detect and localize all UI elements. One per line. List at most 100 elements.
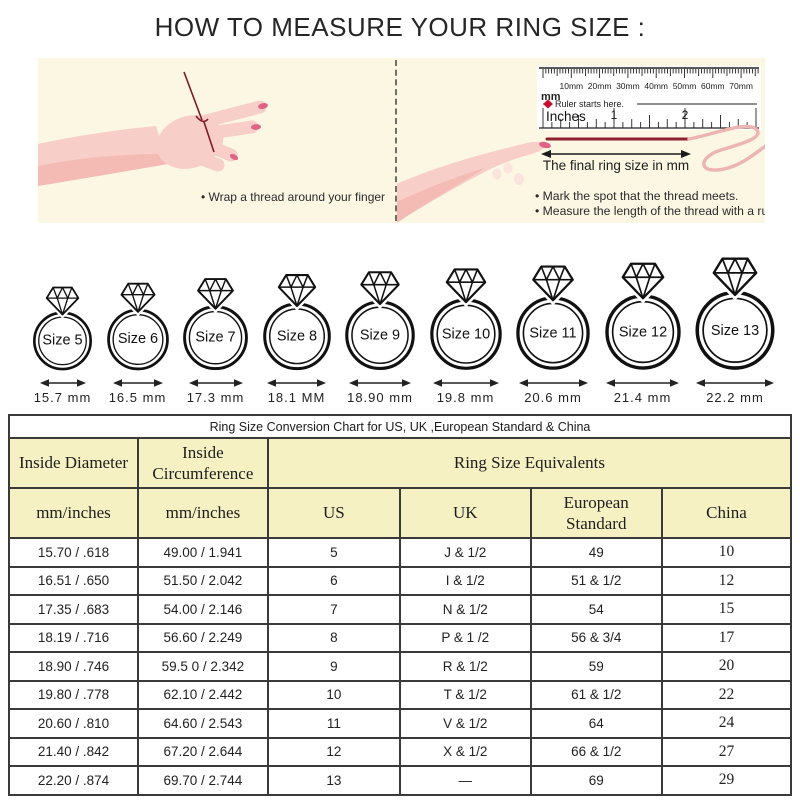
ring-item: Size 7 17.3 mm [182, 275, 249, 405]
ring-width-arrow [696, 379, 774, 387]
table-cell: T & 1/2 [398, 679, 532, 710]
inch-number-1: 1 [611, 108, 618, 122]
diamond-icon [120, 282, 155, 313]
table-cell: 69 [529, 765, 663, 796]
ring-width-arrow [188, 379, 243, 387]
table-cell: 15.70 / .618 [7, 537, 140, 568]
ruler-start-marker-icon [543, 99, 553, 109]
diamond-icon [532, 265, 574, 302]
conversion-table: Ring Size Conversion Chart for US, UK ,E… [7, 414, 793, 796]
ring-item: Size 11 20.6 mm [515, 262, 591, 405]
table-row: 19.80 / .778 62.10 / 2.442 10 T & 1/2 61 & 1… [7, 679, 793, 710]
ruler-mm-label: 20mm [588, 81, 612, 91]
ring-icon: Size 9 [345, 268, 415, 371]
ring-size-label: Size 7 [195, 330, 235, 346]
table-cell: 29 [660, 765, 793, 796]
ruler-start-label: Ruler starts here. [555, 99, 624, 109]
ring-size-label: Size 5 [42, 332, 82, 348]
hand-thread-illustration [38, 71, 268, 186]
table-cell: 24 [660, 708, 793, 739]
ring-size-label: Size 12 [618, 325, 666, 341]
ring-item: Size 9 18.90 mm [344, 268, 416, 405]
table-cell: V & 1/2 [398, 708, 532, 739]
panel-divider [395, 60, 397, 221]
ruler-illustration: 10mm 20mm 30mm 40mm 50mm 60mm 70mm mm Ruler st… [397, 66, 765, 223]
table-cell: N & 1/2 [398, 594, 532, 625]
table-cell: 61 & 1/2 [529, 679, 663, 710]
table-cell: 22.20 / .874 [7, 765, 140, 796]
table-cell: 59.5 0 / 2.342 [137, 651, 269, 682]
table-cell: 64 [529, 708, 663, 739]
ruler-mm-scale [542, 69, 759, 78]
ring-width-label: 18.1 MM [267, 390, 326, 405]
table-cell: 9 [266, 651, 401, 682]
table-cell: 19.80 / .778 [7, 679, 140, 710]
ring-width-arrow [267, 379, 326, 387]
table-cell: P & 1 /2 [398, 622, 532, 653]
table-cell: 49 [529, 537, 663, 568]
ruler-mm-label: 60mm [701, 81, 725, 91]
ring-size-row: Size 5 15.7 mm Size 6 16.5 mm Size 7 17.3 mm S… [0, 241, 800, 405]
diamond-icon [197, 278, 234, 310]
table-cell: 16.51 / .650 [7, 565, 140, 596]
table-row: 15.70 / .618 49.00 / 1.941 5 J & 1/2 49 10 [7, 537, 793, 568]
ring-item: Size 13 22.2 mm [694, 254, 776, 405]
ring-size-label: Size 6 [117, 331, 157, 347]
table-cell: 21.40 / .842 [7, 736, 140, 767]
ruler-mm-label: 30mm [616, 81, 640, 91]
ring-item: Size 12 21.4 mm [604, 259, 682, 405]
table-cell: — [398, 765, 532, 796]
table-cell: R & 1/2 [398, 651, 532, 682]
thread-line [183, 71, 215, 153]
panel-wrap-thread: • Wrap a thread around your finger [38, 58, 397, 223]
table-row: 18.90 / .746 59.5 0 / 2.342 9 R & 1/2 59 20 [7, 651, 793, 682]
ring-item: Size 8 18.1 MM [262, 271, 332, 405]
ring-width-arrow [349, 379, 411, 387]
thread-curl [687, 124, 765, 172]
page-title: HOW TO MEASURE YOUR RING SIZE : [154, 12, 646, 42]
col-header-inside-circumference: Inside Circumference [137, 437, 269, 489]
diamond-icon [360, 271, 400, 306]
ring-icon: Size 6 [106, 280, 169, 371]
fingers [179, 100, 267, 172]
table-cell: 69.70 / 2.744 [137, 765, 269, 796]
ring-icon: Size 12 [604, 260, 681, 370]
diamond-icon [712, 257, 758, 297]
ring-width-arrow [112, 379, 163, 387]
table-cell: 56 & 3/4 [529, 622, 663, 653]
ring-icon: Size 11 [516, 262, 590, 370]
table-cell: 8 [266, 622, 401, 653]
table-cell: 12 [660, 565, 793, 596]
table-cell: 66 & 1/2 [529, 736, 663, 767]
nail-icons [229, 103, 268, 161]
table-title: Ring Size Conversion Chart for US, UK ,E… [8, 414, 792, 439]
ring-width-arrow [606, 379, 679, 387]
ring-size-label: Size 9 [360, 327, 400, 343]
ruler-mm-label: 50mm [673, 81, 697, 91]
table-cell: 62.10 / 2.442 [137, 679, 269, 710]
ring-size-label: Size 13 [711, 323, 759, 339]
ring-icon: Size 7 [183, 275, 248, 371]
howto-section: • Wrap a thread around your finger 10mm 2… [38, 58, 765, 223]
table-cell: 27 [660, 736, 793, 767]
table-row: 16.51 / .650 51.50 / 2.042 6 I & 1/2 51 & 1/… [7, 565, 793, 596]
ring-width-label: 19.8 mm [436, 390, 495, 405]
table-header-row-2: mm/inches mm/inches US UK European Stand… [7, 487, 793, 539]
col-header-equivalents: Ring Size Equivalents [266, 437, 793, 489]
table-cell: 12 [266, 736, 401, 767]
table-cell: 49.00 / 1.941 [137, 537, 269, 568]
diamond-icon [445, 268, 486, 304]
ruler-mm-label: 10mm [559, 81, 583, 91]
knuckle-marks [492, 162, 524, 185]
table-cell: 6 [266, 565, 401, 596]
ring-size-label: Size 8 [276, 328, 316, 344]
pointing-nail-icon [539, 141, 551, 149]
ring-item: Size 10 19.8 mm [429, 265, 503, 405]
ruler-mm-labels: 10mm 20mm 30mm 40mm 50mm 60mm 70mm [559, 81, 752, 91]
ring-item: Size 5 15.7 mm [32, 284, 93, 405]
table-cell: 15 [660, 594, 793, 625]
wrap-thread-caption: • Wrap a thread around your finger [200, 190, 386, 204]
col-header-inside-diameter: Inside Diameter [7, 437, 140, 489]
arm-shade [38, 154, 168, 186]
